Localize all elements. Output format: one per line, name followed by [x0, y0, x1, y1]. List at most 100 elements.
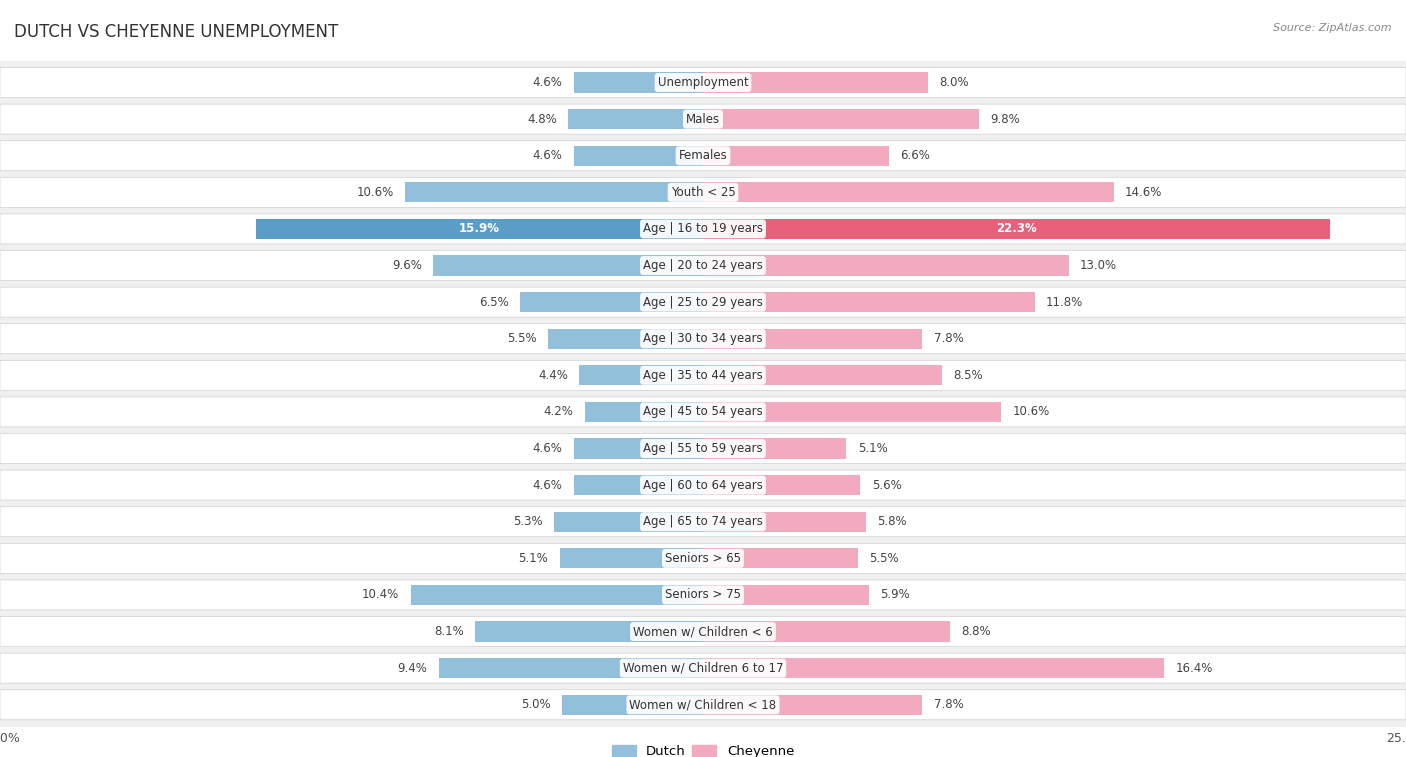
Bar [554, 512, 703, 532]
Bar [256, 219, 703, 239]
Bar [475, 621, 703, 642]
Text: 10.4%: 10.4% [363, 588, 399, 602]
Text: Seniors > 75: Seniors > 75 [665, 588, 741, 602]
FancyBboxPatch shape [0, 360, 1406, 391]
Text: Unemployment: Unemployment [658, 76, 748, 89]
Text: Women w/ Children 6 to 17: Women w/ Children 6 to 17 [623, 662, 783, 674]
Bar [703, 658, 1164, 678]
Text: 8.1%: 8.1% [434, 625, 464, 638]
Text: 6.5%: 6.5% [479, 296, 509, 309]
Bar [433, 255, 703, 276]
Bar [703, 182, 1114, 202]
Text: Age | 60 to 64 years: Age | 60 to 64 years [643, 478, 763, 491]
Text: 4.8%: 4.8% [527, 113, 557, 126]
FancyBboxPatch shape [0, 690, 1406, 720]
FancyBboxPatch shape [0, 177, 1406, 207]
Legend: Dutch, Cheyenne: Dutch, Cheyenne [606, 740, 800, 757]
Text: 5.0%: 5.0% [522, 698, 551, 712]
Bar [574, 438, 703, 459]
Text: Age | 65 to 74 years: Age | 65 to 74 years [643, 516, 763, 528]
Bar [703, 621, 950, 642]
Bar [520, 292, 703, 312]
Text: 8.5%: 8.5% [953, 369, 983, 382]
Text: 8.0%: 8.0% [939, 76, 969, 89]
Text: Source: ZipAtlas.com: Source: ZipAtlas.com [1274, 23, 1392, 33]
Bar [548, 329, 703, 349]
Text: Males: Males [686, 113, 720, 126]
Bar [560, 548, 703, 569]
Text: 4.6%: 4.6% [533, 76, 562, 89]
Text: Women w/ Children < 6: Women w/ Children < 6 [633, 625, 773, 638]
Bar [439, 658, 703, 678]
Bar [703, 329, 922, 349]
Text: 10.6%: 10.6% [357, 185, 394, 199]
Text: 15.9%: 15.9% [458, 223, 501, 235]
Bar [703, 512, 866, 532]
Text: 11.8%: 11.8% [1046, 296, 1083, 309]
FancyBboxPatch shape [0, 287, 1406, 317]
Text: 4.6%: 4.6% [533, 442, 562, 455]
Bar [703, 438, 846, 459]
Text: 4.2%: 4.2% [544, 406, 574, 419]
Text: 5.8%: 5.8% [877, 516, 907, 528]
FancyBboxPatch shape [0, 616, 1406, 646]
Text: 5.9%: 5.9% [880, 588, 910, 602]
FancyBboxPatch shape [0, 653, 1406, 683]
Bar [568, 109, 703, 129]
FancyBboxPatch shape [0, 544, 1406, 573]
Text: Age | 20 to 24 years: Age | 20 to 24 years [643, 259, 763, 272]
Bar [703, 292, 1035, 312]
Text: 5.5%: 5.5% [508, 332, 537, 345]
Text: Age | 55 to 59 years: Age | 55 to 59 years [643, 442, 763, 455]
Text: 9.6%: 9.6% [392, 259, 422, 272]
Text: DUTCH VS CHEYENNE UNEMPLOYMENT: DUTCH VS CHEYENNE UNEMPLOYMENT [14, 23, 339, 41]
Bar [703, 73, 928, 92]
FancyBboxPatch shape [0, 141, 1406, 171]
FancyBboxPatch shape [0, 67, 1406, 98]
Bar [411, 585, 703, 605]
Bar [703, 585, 869, 605]
Bar [703, 219, 1330, 239]
Text: Youth < 25: Youth < 25 [671, 185, 735, 199]
Text: 14.6%: 14.6% [1125, 185, 1163, 199]
Text: 5.6%: 5.6% [872, 478, 901, 491]
Bar [579, 366, 703, 385]
Bar [405, 182, 703, 202]
Text: 5.5%: 5.5% [869, 552, 898, 565]
Bar [703, 109, 979, 129]
Text: 4.6%: 4.6% [533, 149, 562, 162]
Bar [703, 366, 942, 385]
Text: Age | 30 to 34 years: Age | 30 to 34 years [643, 332, 763, 345]
FancyBboxPatch shape [0, 214, 1406, 244]
Text: 4.6%: 4.6% [533, 478, 562, 491]
Bar [574, 475, 703, 495]
Text: 10.6%: 10.6% [1012, 406, 1049, 419]
Text: 5.1%: 5.1% [519, 552, 548, 565]
FancyBboxPatch shape [0, 251, 1406, 281]
FancyBboxPatch shape [0, 506, 1406, 537]
Bar [703, 255, 1069, 276]
Text: 5.1%: 5.1% [858, 442, 887, 455]
Text: Women w/ Children < 18: Women w/ Children < 18 [630, 698, 776, 712]
Bar [562, 695, 703, 715]
Text: 22.3%: 22.3% [997, 223, 1036, 235]
Text: Age | 35 to 44 years: Age | 35 to 44 years [643, 369, 763, 382]
Text: 6.6%: 6.6% [900, 149, 929, 162]
Text: Seniors > 65: Seniors > 65 [665, 552, 741, 565]
FancyBboxPatch shape [0, 580, 1406, 610]
Bar [703, 402, 1001, 422]
Text: 7.8%: 7.8% [934, 698, 963, 712]
Bar [703, 145, 889, 166]
Text: Age | 45 to 54 years: Age | 45 to 54 years [643, 406, 763, 419]
Text: Age | 25 to 29 years: Age | 25 to 29 years [643, 296, 763, 309]
FancyBboxPatch shape [0, 104, 1406, 134]
Bar [703, 548, 858, 569]
FancyBboxPatch shape [0, 434, 1406, 463]
Text: 5.3%: 5.3% [513, 516, 543, 528]
Text: Age | 16 to 19 years: Age | 16 to 19 years [643, 223, 763, 235]
Text: 4.4%: 4.4% [538, 369, 568, 382]
Text: 16.4%: 16.4% [1175, 662, 1213, 674]
Bar [703, 695, 922, 715]
Bar [703, 475, 860, 495]
Bar [585, 402, 703, 422]
